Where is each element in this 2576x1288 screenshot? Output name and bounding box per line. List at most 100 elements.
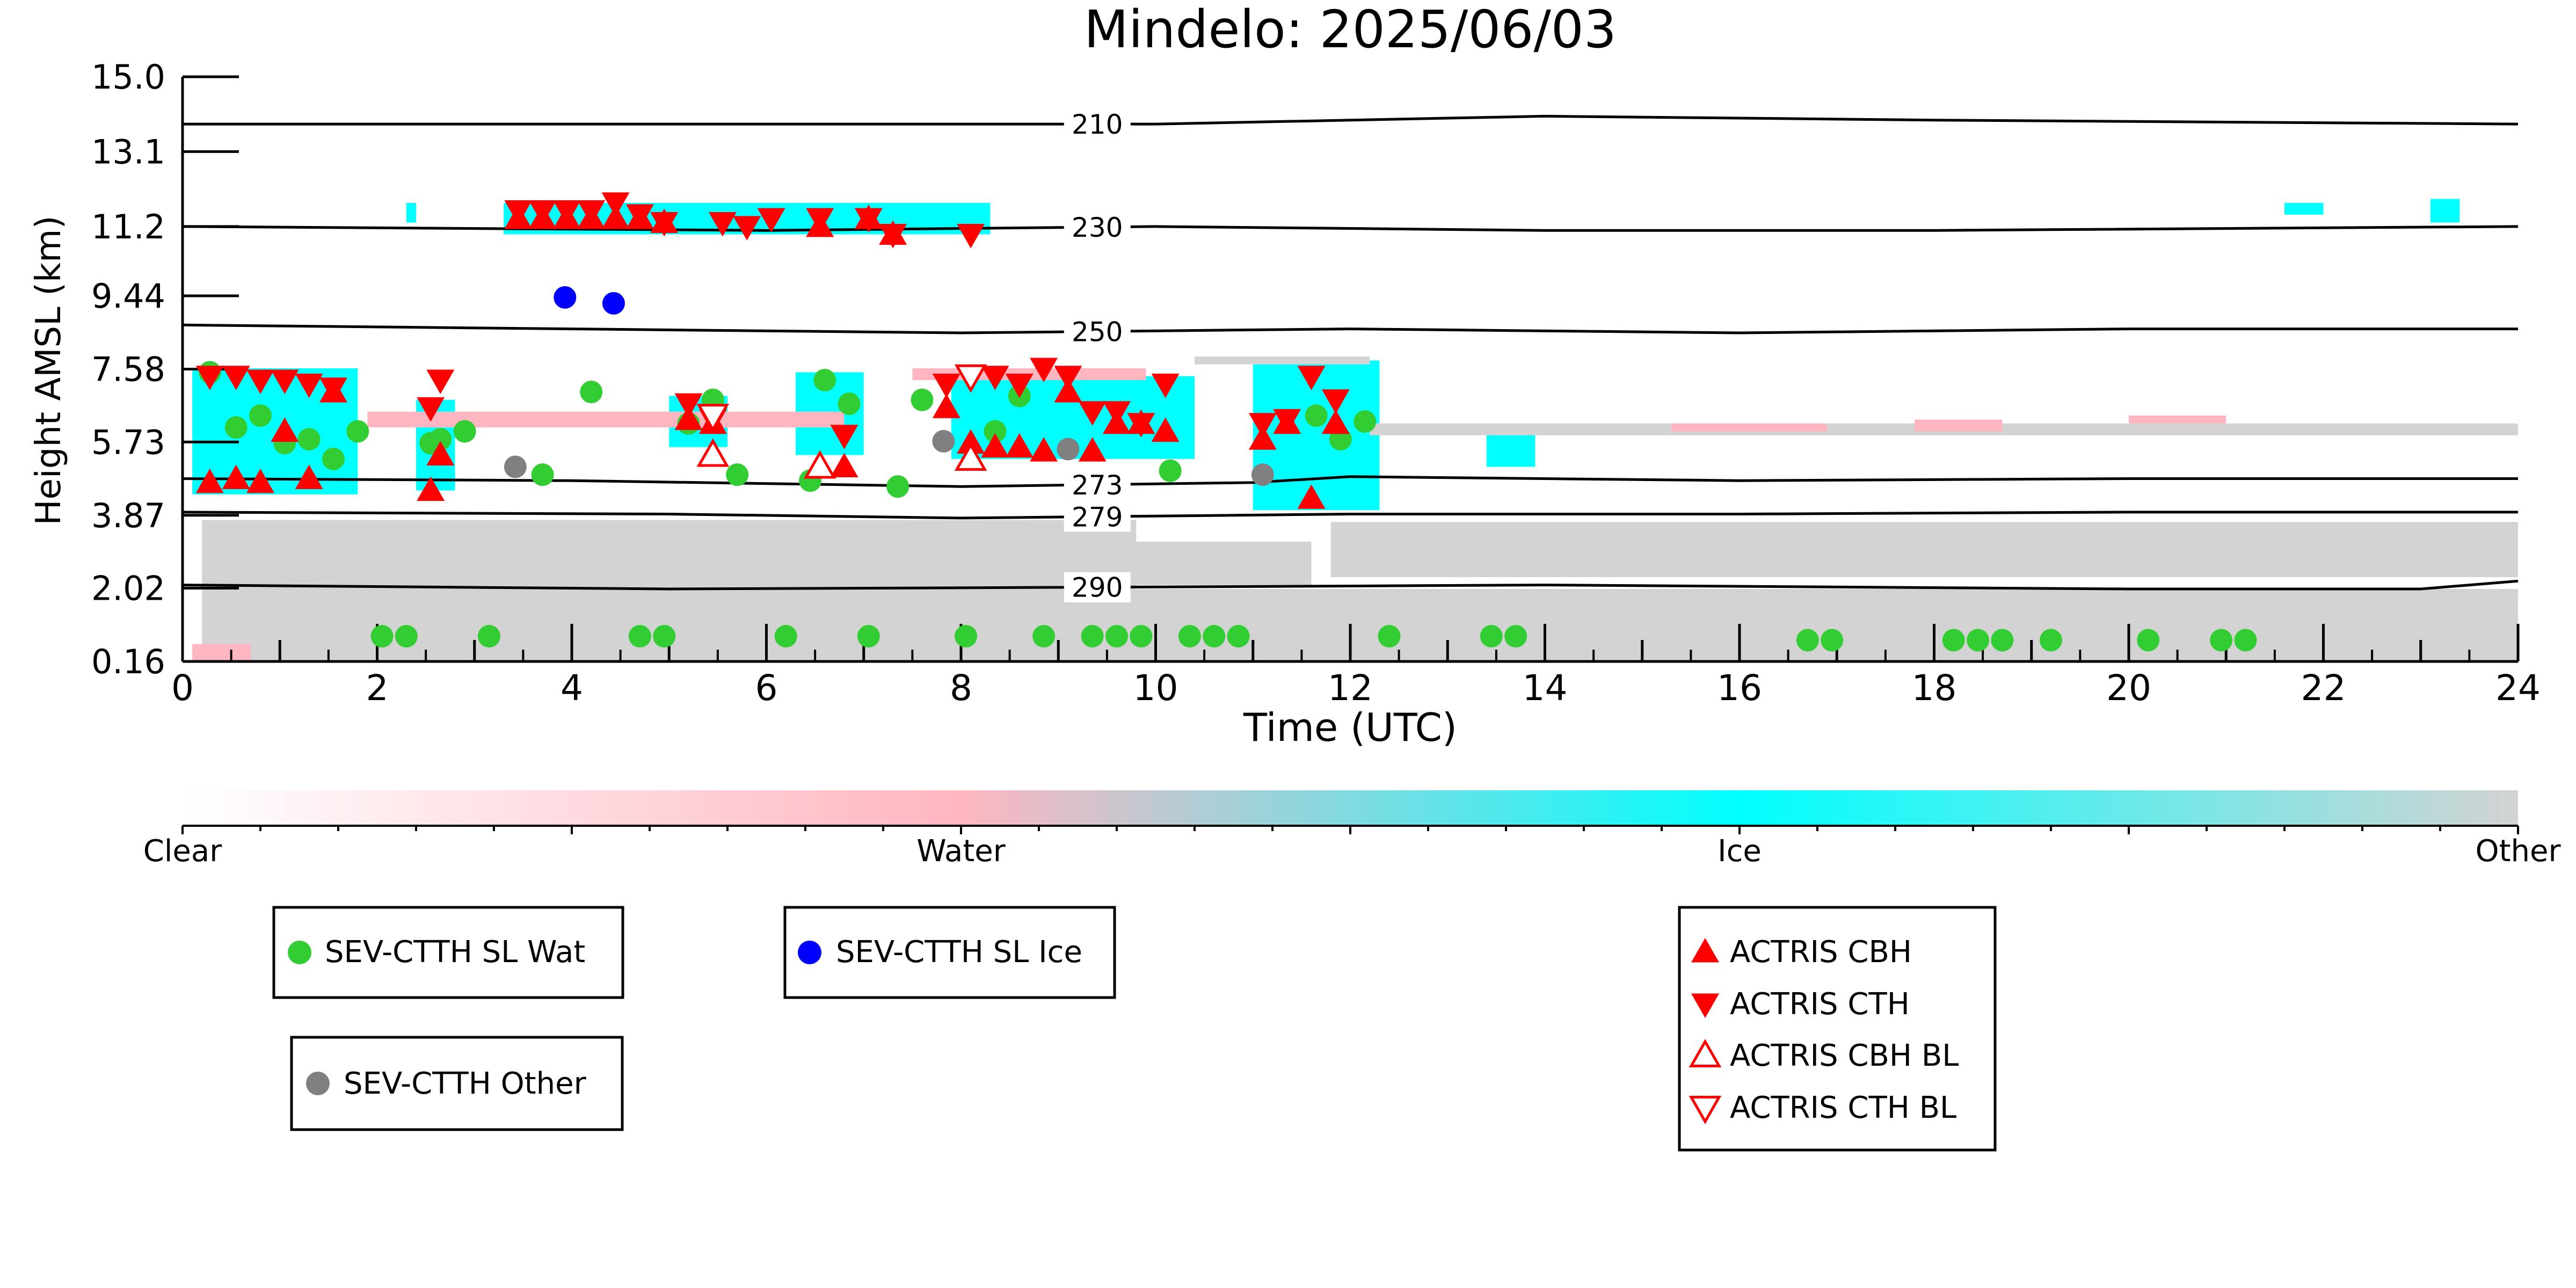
marker-sev-ctth-sl-wat — [2234, 629, 2257, 652]
marker-actris-cth — [957, 224, 985, 249]
marker-actris-cth — [879, 224, 907, 249]
marker-sev-ctth-sl-wat — [395, 625, 418, 648]
x-tick-label: 8 — [950, 667, 972, 709]
y-tick-label: 11.2 — [91, 207, 165, 246]
legend-cth-bl-label: ACTRIS CTH BL — [1730, 1090, 1956, 1125]
marker-sev-ctth-sl-wat — [1227, 625, 1250, 648]
marker-actris-cbh — [1321, 409, 1350, 434]
marker-actris-cth — [708, 212, 737, 237]
marker-actris-cbh — [981, 433, 1009, 458]
legend-sev-ice: SEV-CTTH SL Ice — [783, 906, 1116, 999]
marker-sev-ctth-sl-wat — [346, 420, 369, 443]
isotherm-line-273 — [182, 475, 2518, 488]
cloud-mask-layer — [192, 199, 2518, 661]
marker-actris-cth — [1030, 358, 1058, 383]
y-tick-label: 9.44 — [91, 276, 165, 316]
legend-actris-markers — [1689, 938, 1722, 1125]
mask-water-c — [1671, 423, 1828, 432]
marker-sev-ctth-sl-wat — [1967, 629, 1990, 652]
marker-actris-cth — [650, 212, 679, 237]
marker-sev-ctth-sl-wat — [628, 625, 651, 648]
colorbar-label-water: Water — [916, 834, 1006, 869]
mask-other-top — [1195, 356, 1370, 365]
marker-sev-ctth-other — [1251, 463, 1274, 486]
isotherm-label-bg — [1064, 109, 1131, 140]
marker-actris-cbh-bl — [696, 438, 730, 467]
marker-actris-cbh-bl — [954, 442, 987, 471]
marker-sev-ctth-sl-wat — [726, 463, 749, 486]
x-tick-label: 20 — [2106, 667, 2151, 709]
marker-sev-ctth-sl-wat — [429, 428, 452, 451]
isotherm-label-bg — [1064, 212, 1131, 242]
marker-actris-cth — [319, 377, 347, 402]
legend-actris: ACTRIS CBH ACTRIS CTH ACTRIS CBH BL ACTR… — [1678, 906, 1997, 1152]
marker-sev-ctth-sl-wat — [1032, 625, 1056, 648]
marker-sev-ctth-sl-wat — [1081, 625, 1104, 648]
marker-sev-ctth-sl-wat — [1480, 625, 1503, 648]
marker-sev-ctth-sl-wat — [813, 369, 836, 392]
marker-sev-ctth-sl-wat — [249, 404, 272, 427]
x-tick-label: 2 — [366, 667, 389, 709]
marker-actris-cth — [757, 208, 785, 233]
marker-actris-cth — [733, 216, 761, 241]
colorbar-label-ice: Ice — [1718, 834, 1762, 869]
marker-actris-cth — [806, 208, 834, 233]
y-tick-label: 0.16 — [91, 642, 165, 681]
marker-actris-cth — [1054, 366, 1082, 390]
y-tick-label: 15.0 — [91, 57, 165, 97]
x-tick-label: 4 — [561, 667, 583, 709]
marker-actris-cbh — [1030, 437, 1058, 462]
isotherm-label-bg — [1064, 316, 1131, 347]
mask-other-upper — [1330, 522, 2518, 577]
marker-actris-cbh — [246, 468, 274, 493]
marker-actris-cth — [674, 393, 703, 418]
marker-sev-ctth-sl-wat — [2137, 629, 2160, 652]
y-tick-label: 5.73 — [91, 423, 165, 462]
legend-other-marker — [306, 1072, 330, 1095]
y-tick-label: 3.87 — [91, 496, 165, 535]
marker-sev-ctth-sl-wat — [1504, 625, 1527, 648]
marker-sev-ctth-sl-wat — [1130, 625, 1153, 648]
marker-actris-cth — [426, 369, 455, 395]
marker-sev-ctth-sl-wat — [984, 420, 1007, 443]
marker-sev-ctth-sl-wat — [297, 428, 321, 451]
marker-actris-cbh — [1054, 378, 1082, 403]
colorbar-label-other: Other — [2475, 834, 2561, 869]
legend-sev-other: SEV-CTTH Other — [290, 1036, 624, 1131]
isotherm-line-210 — [183, 114, 2519, 126]
x-tick-label: 18 — [1912, 667, 1957, 709]
marker-sev-ctth-sl-wat — [580, 381, 603, 404]
isotherm-label-250: 250 — [1072, 316, 1123, 347]
marker-actris-cbh — [830, 453, 858, 477]
mask-ice-k — [2430, 199, 2460, 223]
isotherm-label-230: 230 — [1072, 212, 1123, 243]
mask-water-d — [1915, 419, 2003, 432]
isotherm-label-290: 290 — [1072, 572, 1123, 603]
marker-actris-cth — [932, 373, 960, 398]
marker-actris-cbh — [195, 468, 224, 493]
colorbar: Clear Water Ice Other — [143, 790, 2561, 869]
marker-actris-cth — [1103, 401, 1131, 426]
marker-actris-cbh — [417, 476, 445, 501]
marker-actris-cbh — [957, 429, 985, 454]
marker-sev-ctth-sl-wat — [224, 416, 248, 439]
mask-ice-j — [2284, 202, 2324, 215]
legend-cbh-bl-marker — [1689, 1038, 1722, 1067]
legend-wat-marker — [288, 941, 311, 964]
isotherm-label-bg — [1064, 572, 1131, 602]
legend-ice-marker — [798, 941, 821, 964]
marker-actris-cth — [1248, 413, 1277, 438]
marker-sev-ctth-sl-wat — [1378, 625, 1401, 648]
y-axis-label: Height AMSL (km) — [29, 216, 69, 526]
marker-sev-ctth-sl-ice — [602, 292, 625, 315]
legend-cth-bl-marker — [1689, 1096, 1722, 1125]
y-tick-label: 7.58 — [91, 350, 165, 389]
legend-cth-label: ACTRIS CTH — [1730, 987, 1910, 1022]
marker-sev-ctth-sl-wat — [886, 475, 909, 498]
marker-sev-ctth-sl-wat — [477, 625, 500, 648]
marker-actris-cth — [246, 369, 274, 395]
x-tick-label: 16 — [1717, 667, 1762, 709]
marker-actris-cbh — [1005, 433, 1034, 458]
isotherm-line-250 — [182, 323, 2518, 334]
